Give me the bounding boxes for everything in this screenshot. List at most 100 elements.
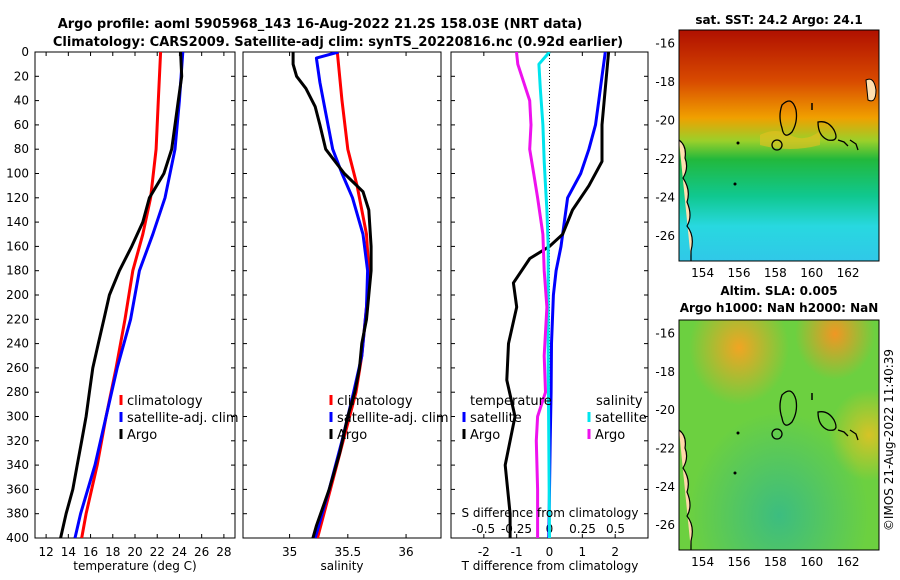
x-tick-label: 0: [546, 545, 554, 559]
legend-label: satellite-adj. clim: [127, 411, 239, 426]
sla-anomaly-cool-south: [679, 320, 879, 550]
legend-title-temperature: temperature: [470, 394, 552, 409]
map-lon-label: 160: [800, 555, 823, 569]
legend-label: Argo: [127, 428, 157, 443]
sst-map-frame: [678, 29, 880, 262]
s-difference-axis-label: S difference from climatology: [462, 506, 639, 520]
depth-tick-label: 400: [6, 531, 29, 545]
x-tick-label: 18: [105, 545, 120, 559]
reef-marker: [736, 141, 740, 145]
x-tick-label: 35: [282, 545, 297, 559]
figure-title-line2: Climatology: CARS2009. Satellite-adj cli…: [53, 35, 623, 50]
sla-map: [679, 320, 879, 550]
map-lat-label: -16: [655, 36, 675, 50]
map-lon-label: 158: [764, 266, 787, 280]
map-lon-label: 154: [691, 266, 714, 280]
argo-float-marker: [771, 139, 783, 151]
legend-label: Argo: [470, 428, 500, 443]
series-line-satellite-adj-clim: [313, 52, 370, 538]
map-lat-label: -26: [655, 518, 675, 532]
x-tick-label: 24: [172, 545, 187, 559]
salinity-panel: [242, 51, 442, 539]
map-lat-label: -24: [655, 190, 675, 204]
depth-tick-label: 0: [21, 45, 29, 59]
map-lon-label: 154: [691, 555, 714, 569]
s-diff-tick-label: 0.25: [569, 522, 596, 536]
argo-float-marker: [771, 428, 783, 440]
depth-tick-label: 380: [6, 507, 29, 521]
map-lon-label: 160: [800, 266, 823, 280]
map-lat-label: -18: [655, 75, 675, 89]
map-lon-label: 162: [837, 266, 860, 280]
depth-tick-label: 200: [6, 288, 29, 302]
depth-tick-label: 280: [6, 385, 29, 399]
coastline-new-caledonia: [779, 390, 859, 441]
x-tick-label: 12: [38, 545, 53, 559]
depth-tick-label: 340: [6, 458, 29, 472]
temperature-legend: climatology satellite-adj. clim Argo: [119, 394, 239, 443]
t-difference-axis-label: T difference from climatology: [461, 559, 639, 573]
x-tick-label: 14: [61, 545, 76, 559]
imos-timestamp-label: ©IMOS 21-Aug-2022 11:40:39: [882, 349, 896, 531]
map-lat-label: -22: [655, 152, 675, 166]
coastline-small-island: [865, 78, 877, 102]
reef-marker: [733, 471, 737, 475]
series-line-argo: [59, 52, 184, 538]
series-line-salinity-argo: [515, 52, 549, 538]
x-tick-label: 28: [216, 545, 231, 559]
series-line-salinity-satellite: [537, 52, 551, 538]
map-lat-label: -26: [655, 229, 675, 243]
x-tick-label: 26: [194, 545, 209, 559]
depth-tick-label: 220: [6, 312, 29, 326]
x-tick-label: -1: [511, 545, 523, 559]
s-diff-tick-label: -0.5: [472, 522, 495, 536]
x-tick-label: 16: [83, 545, 98, 559]
sla-map-title-line1: Altim. SLA: 0.005: [720, 284, 837, 298]
depth-tick-label: 20: [14, 69, 29, 83]
x-tick-label: -2: [478, 545, 490, 559]
series-line-argo: [291, 52, 373, 538]
legend-label: satellite-adj. clim: [337, 411, 449, 426]
depth-tick-label: 140: [6, 215, 29, 229]
coastline-australia: [679, 429, 693, 550]
map-lat-label: -18: [655, 365, 675, 379]
series-line-temperature-satellite: [547, 52, 607, 538]
sst-map-title: sat. SST: 24.2 Argo: 24.1: [695, 13, 862, 27]
map-lat-label: -20: [655, 113, 675, 127]
map-lat-label: -20: [655, 403, 675, 417]
map-lon-label: 162: [837, 555, 860, 569]
reef-marker: [733, 182, 737, 186]
map-lat-label: -22: [655, 441, 675, 455]
map-lon-label: 156: [728, 555, 751, 569]
series-line-temperature-argo: [503, 52, 611, 538]
figure-title-line1: Argo profile: aoml 5905968_143 16-Aug-20…: [58, 17, 583, 32]
legend-label: Argo: [595, 428, 625, 443]
coastline-australia: [679, 139, 693, 261]
depth-tick-label: 360: [6, 482, 29, 496]
depth-tick-label: 120: [6, 191, 29, 205]
x-tick-label: 35.5: [334, 545, 361, 559]
temperature-axis-label: temperature (deg C): [73, 559, 196, 573]
coastline-new-caledonia: [779, 100, 859, 151]
x-tick-label: 1: [579, 545, 587, 559]
depth-tick-label: 300: [6, 410, 29, 424]
legend-label: climatology: [127, 394, 203, 409]
salinity-legend: climatology satellite-adj. clim Argo: [329, 394, 449, 443]
s-diff-tick-label: 0.5: [606, 522, 625, 536]
legend-title-salinity: salinity: [596, 394, 643, 409]
difference-legend: temperature salinity satellite Argo satellit…: [462, 394, 647, 443]
depth-tick-label: 180: [6, 264, 29, 278]
series-line-climatology: [316, 52, 371, 538]
x-tick-label: 22: [150, 545, 165, 559]
legend-label: climatology: [337, 394, 413, 409]
s-diff-tick-label: -0.25: [501, 522, 532, 536]
depth-tick-label: 40: [14, 94, 29, 108]
legend-label: satellite: [470, 411, 522, 426]
depth-tick-label: 80: [14, 142, 29, 156]
sst-warm-patch: [760, 131, 820, 149]
x-tick-label: 20: [127, 545, 142, 559]
map-lat-label: -24: [655, 480, 675, 494]
legend-label: Argo: [337, 428, 367, 443]
series-line-climatology: [80, 52, 163, 538]
